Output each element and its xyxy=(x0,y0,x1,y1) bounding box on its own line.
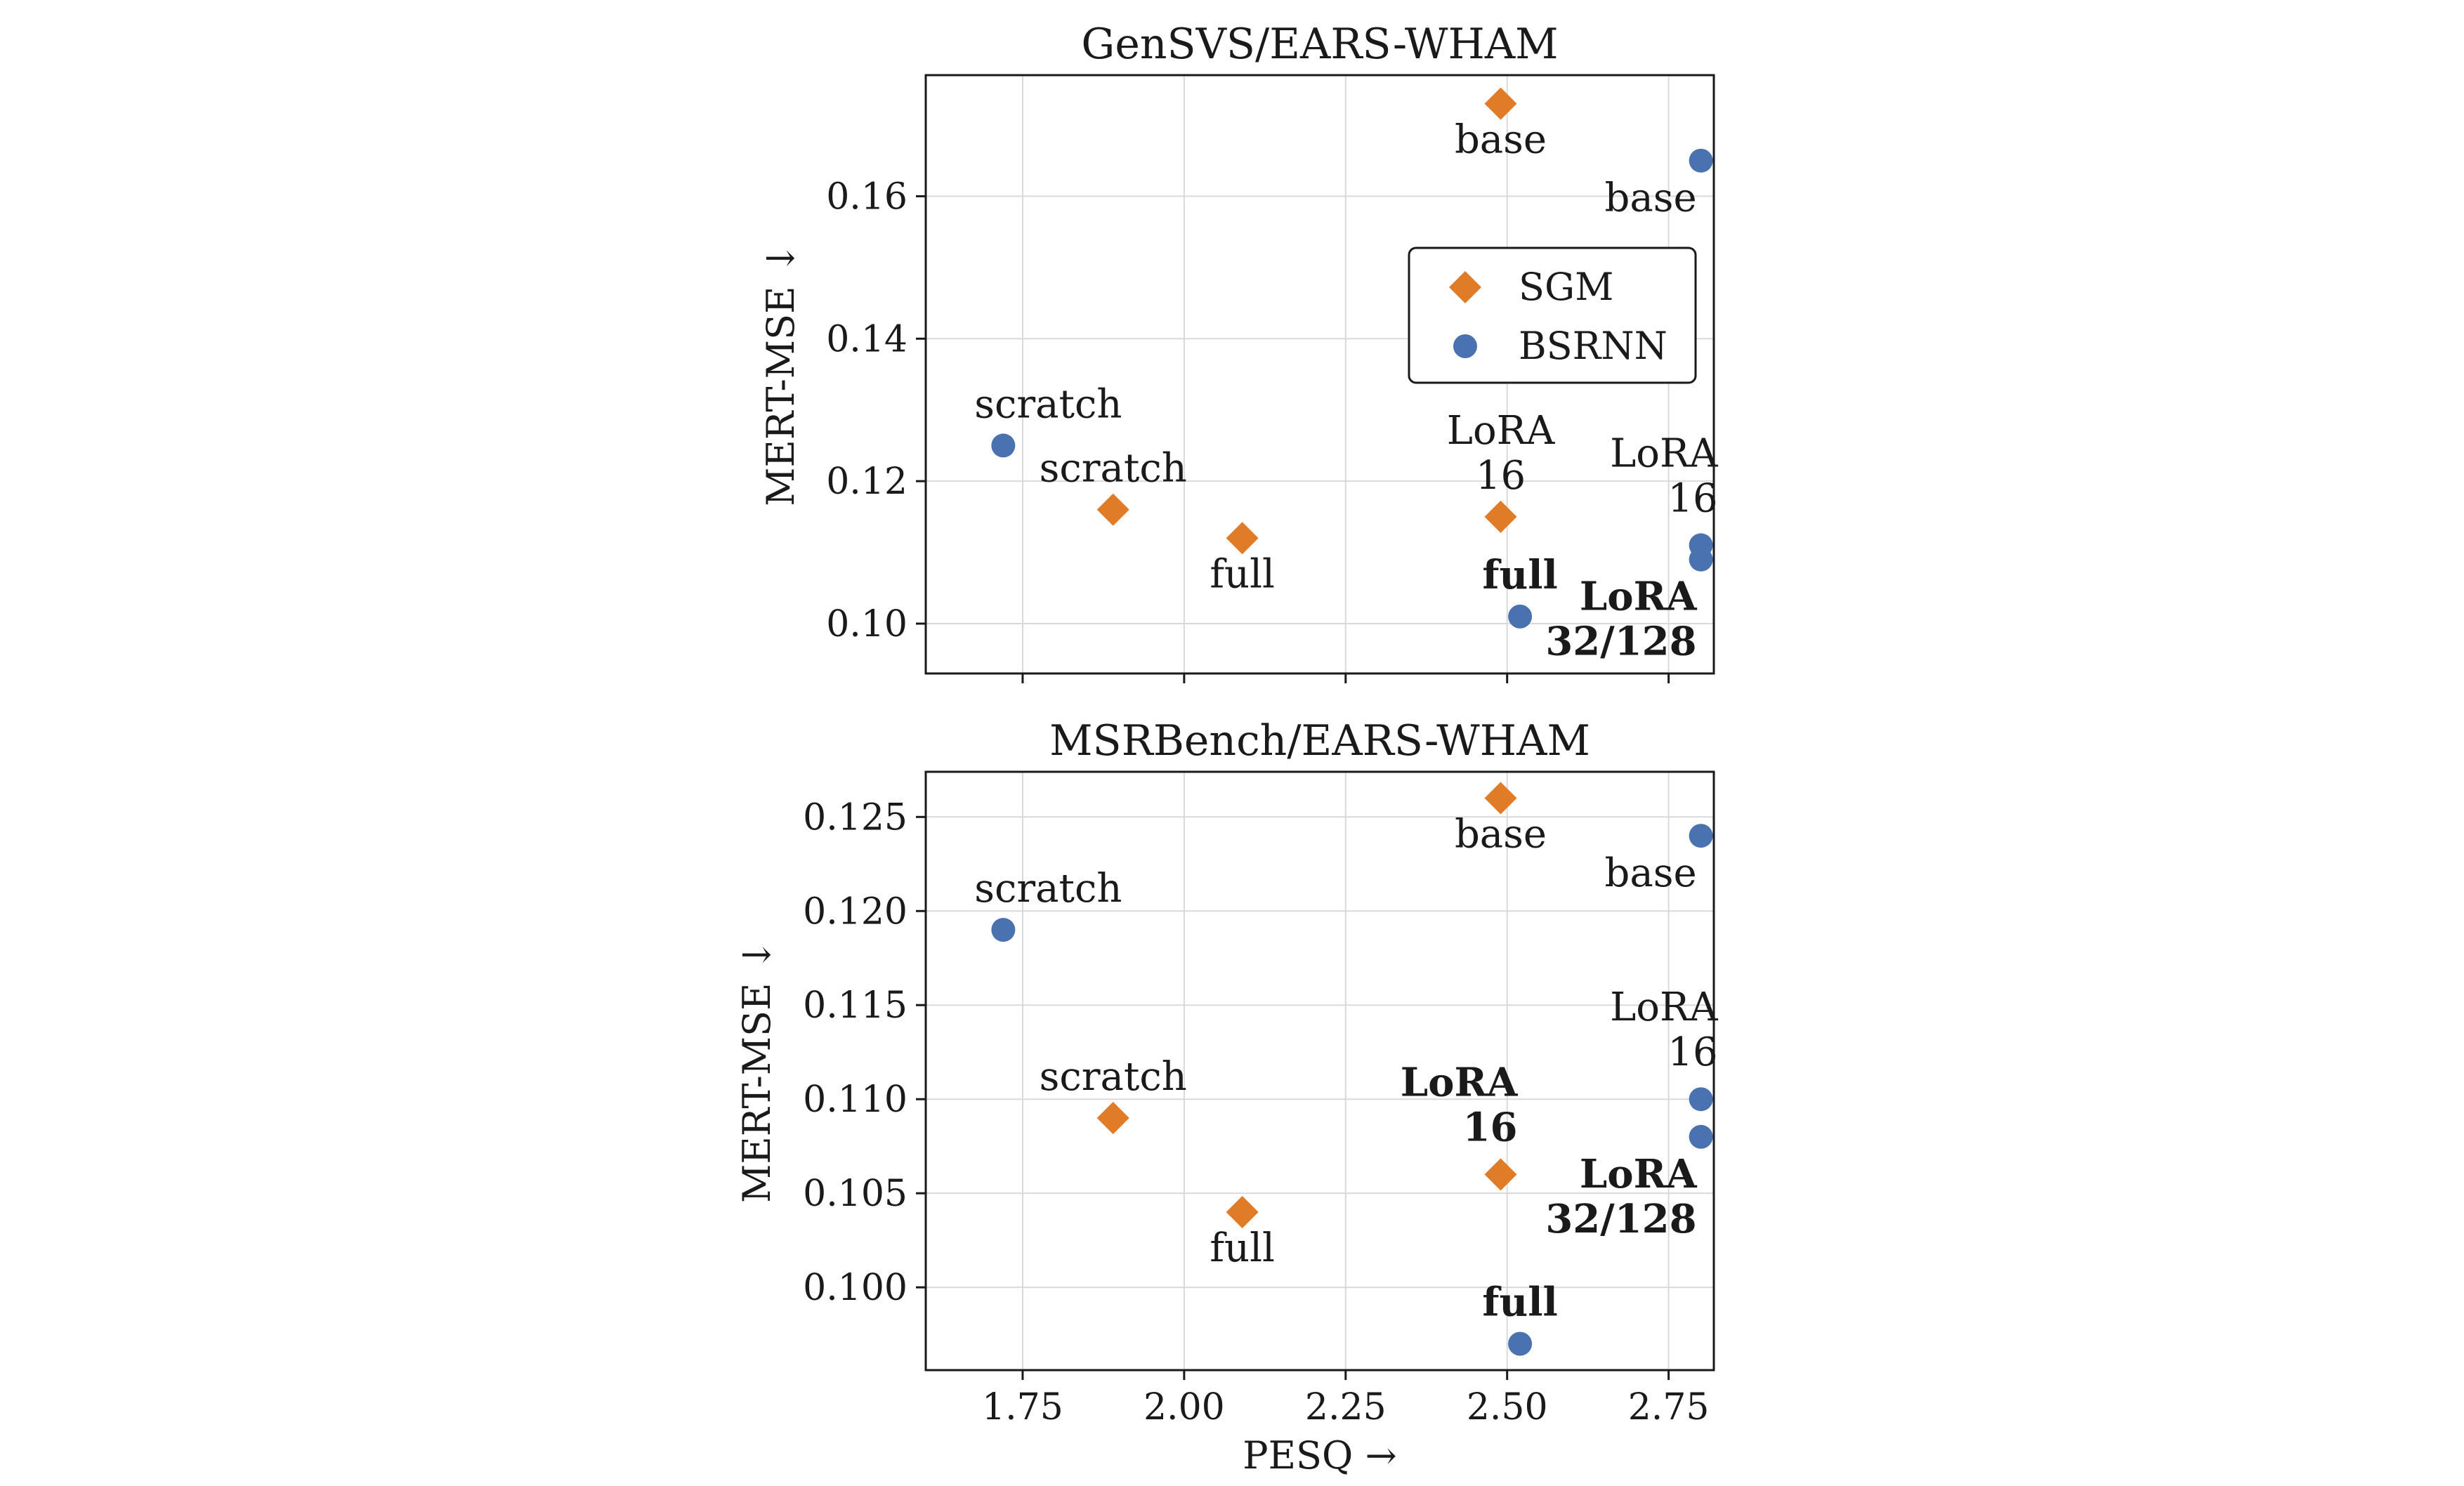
bsrnn-point-label-line: LoRA xyxy=(1580,1151,1698,1197)
bsrnn-point-label-line: LoRA xyxy=(1610,985,1718,1030)
bsrnn-point-label-line: base xyxy=(1604,176,1696,221)
x-tick-label: 2.50 xyxy=(1467,1386,1548,1428)
bsrnn-point xyxy=(1689,547,1713,572)
legend-box xyxy=(1408,246,1697,384)
y-tick-label: 0.125 xyxy=(803,796,907,839)
y-axis-label: MERT-MSE ↓ xyxy=(759,242,803,506)
y-tick-label: 0.105 xyxy=(803,1173,907,1215)
bsrnn-point-label: full xyxy=(1482,1279,1557,1325)
bsrnn-point xyxy=(1508,1332,1533,1356)
bsrnn-point-label-line: 32/128 xyxy=(1545,619,1696,665)
sgm-point-label-line: base xyxy=(1455,117,1547,163)
bsrnn-point-label: base xyxy=(1604,176,1696,221)
sgm-point-label-line: LoRA xyxy=(1401,1059,1519,1105)
sgm-point xyxy=(1484,87,1517,120)
sgm-point-label-line: 16 xyxy=(1463,1104,1518,1150)
y-tick-label: 0.115 xyxy=(803,985,907,1027)
sgm-point-label: full xyxy=(1210,1225,1275,1271)
legend-label-sgm: SGM xyxy=(1519,265,1613,309)
legend-label-bsrnn: BSRNN xyxy=(1519,324,1667,368)
y-tick-label: 0.100 xyxy=(803,1267,907,1309)
x-tick-label: 2.75 xyxy=(1628,1386,1710,1428)
sgm-point-label: full xyxy=(1210,551,1275,597)
sgm-point-label-line: scratch xyxy=(1040,1054,1187,1100)
bsrnn-point-label: LoRA 32/128 xyxy=(1545,1151,1698,1242)
y-tick-label: 0.16 xyxy=(826,176,907,218)
bsrnn-point-label-line: LoRA xyxy=(1610,430,1718,476)
sgm-point-label: LoRA 16 xyxy=(1447,408,1555,499)
y-tick-label: 0.10 xyxy=(826,603,907,645)
bsrnn-point-label-line: 32/128 xyxy=(1545,1196,1696,1242)
x-axis-label: PESQ → xyxy=(1243,1433,1396,1478)
sgm-point xyxy=(1226,1195,1259,1228)
y-axis-label: MERT-MSE ↓ xyxy=(735,939,779,1203)
bsrnn-point-label: full xyxy=(1482,552,1557,598)
bsrnn-point-label-line: 16 xyxy=(1667,475,1717,521)
y-tick-label: 0.12 xyxy=(826,461,907,503)
sgm-point-label-line: base xyxy=(1455,812,1547,857)
sgm-point-label-line: full xyxy=(1210,551,1275,597)
bsrnn-point-label-line: full xyxy=(1482,1279,1557,1325)
chart-title: GenSVS/EARS-WHAM xyxy=(1081,20,1558,69)
plot-frame xyxy=(924,74,1715,675)
chart-title: MSRBench/EARS-WHAM xyxy=(1049,716,1590,765)
sgm-point xyxy=(1484,500,1517,533)
legend-marker-sgm xyxy=(1449,271,1481,303)
sgm-point xyxy=(1226,522,1259,555)
bsrnn-point-label-line: scratch xyxy=(974,866,1122,912)
legend: SGM BSRNN xyxy=(1408,246,1697,384)
bsrnn-point xyxy=(1508,604,1533,629)
bsrnn-point xyxy=(1689,824,1713,848)
sgm-point xyxy=(1096,493,1129,526)
sgm-point-label: base xyxy=(1455,812,1547,857)
bsrnn-point-label: base xyxy=(1604,850,1696,896)
bsrnn-point-label-line: LoRA xyxy=(1580,574,1698,620)
bsrnn-point xyxy=(991,433,1016,458)
panel-msrbench: 1.75 2.00 2.25 2.50 2.75 0.100 0.105 0.110 0.115… xyxy=(735,716,1718,1478)
sgm-point-label: LoRA 16 xyxy=(1401,1059,1519,1150)
bsrnn-point-label-line: scratch xyxy=(974,381,1122,427)
bsrnn-point xyxy=(1689,1087,1713,1112)
x-tick-label: 2.25 xyxy=(1305,1386,1387,1428)
bsrnn-point-label: LoRA 16 xyxy=(1610,430,1718,521)
bsrnn-point-label-line: full xyxy=(1482,552,1557,598)
x-tick-label: 1.75 xyxy=(982,1386,1063,1428)
sgm-point-label-line: full xyxy=(1210,1225,1275,1271)
sgm-point-label-line: 16 xyxy=(1476,453,1526,499)
x-tick-label: 2.00 xyxy=(1143,1386,1225,1428)
plot-frame xyxy=(924,770,1715,1372)
sgm-point xyxy=(1484,1158,1517,1191)
sgm-point-label: base xyxy=(1455,117,1547,163)
panel-gensvs: 0.10 0.12 0.14 0.16 GenSVS/EARS-WHAM MERT-MSE… xyxy=(759,20,1718,683)
sgm-point xyxy=(1096,1101,1129,1134)
y-tick-label: 0.110 xyxy=(803,1079,907,1121)
bsrnn-point-label: LoRA 16 xyxy=(1610,985,1718,1075)
bsrnn-point xyxy=(1689,148,1713,173)
sgm-point-label-line: LoRA xyxy=(1447,408,1555,454)
bsrnn-point-label: LoRA 32/128 xyxy=(1545,574,1698,665)
sgm-point-label-line: scratch xyxy=(1040,446,1187,492)
sgm-point xyxy=(1484,782,1517,815)
bsrnn-point-label: scratch xyxy=(974,866,1122,912)
legend-marker-bsrnn xyxy=(1453,334,1477,358)
bsrnn-point-label-line: 16 xyxy=(1667,1030,1717,1075)
sgm-point-label: scratch xyxy=(1040,1054,1187,1100)
bsrnn-point-label: scratch xyxy=(974,381,1122,427)
bsrnn-point-label-line: base xyxy=(1604,850,1696,896)
y-tick-label: 0.120 xyxy=(803,890,907,933)
bsrnn-point xyxy=(1689,1124,1713,1149)
bsrnn-point xyxy=(991,918,1016,942)
y-tick-label: 0.14 xyxy=(826,318,907,360)
sgm-point-label: scratch xyxy=(1040,446,1187,492)
